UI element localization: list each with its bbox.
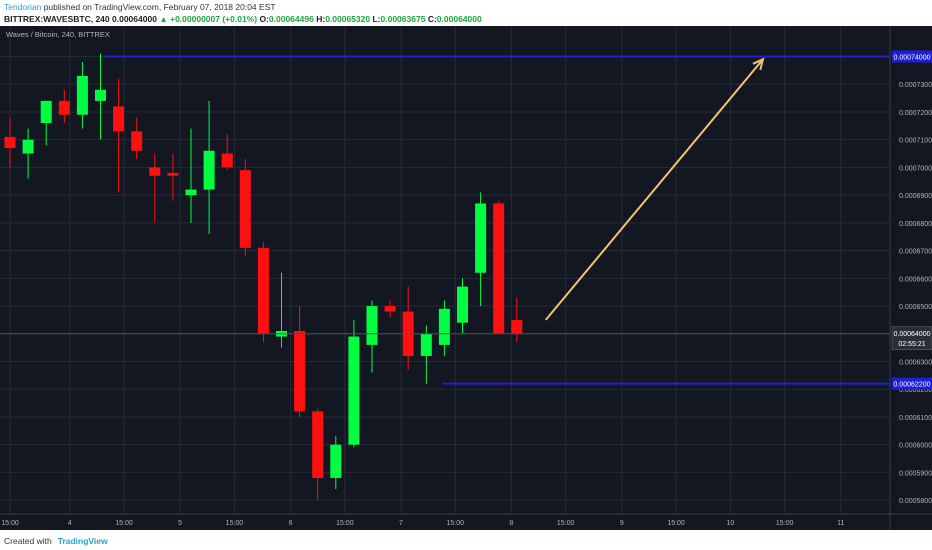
high-value: 0.00065320 [325,14,371,24]
y-tick-label: 0.00073000 [899,82,932,89]
x-tick-label: 11 [837,520,844,527]
candle-body[interactable] [95,89,106,101]
candle-body[interactable] [457,286,468,323]
bar-countdown: 02:55:21 [898,341,925,348]
change-up-icon: ▲ [159,14,168,24]
x-tick-label: 15:00 [557,520,575,527]
candle-body[interactable] [348,336,360,445]
x-tick-label: 10 [726,520,734,527]
candle-body[interactable] [131,131,143,151]
high-label: H: [316,14,326,24]
symbol-info: BITTREX:WAVESBTC, 240 0.00064000 ▲ +0.00… [4,14,482,24]
level-price-tag [892,50,932,63]
footer: Created with TradingView [0,530,932,550]
candle-body[interactable] [493,203,505,334]
level-price-label: 0.00074000 [894,55,931,62]
forecast-arrow[interactable] [544,58,764,321]
candle-body[interactable] [76,75,88,115]
author-link[interactable]: Tendorian [4,2,42,12]
low-label: L: [372,14,381,24]
candle-body[interactable] [294,331,306,412]
candle-body[interactable] [4,136,16,148]
x-tick-label: 4 [68,520,72,527]
published-text: published on TradingView.com, February 0… [41,2,276,12]
x-tick-label: 8 [509,520,513,527]
level-price-tag [892,377,932,390]
candle-body[interactable] [384,306,396,312]
chart-title: Waves / Bitcoin, 240, BITTREX [6,30,110,39]
x-tick-label: 5 [178,520,182,527]
candle-body[interactable] [58,100,70,115]
candle-body[interactable] [366,306,378,345]
candle-body[interactable] [40,100,52,124]
candle-body[interactable] [167,172,179,176]
x-tick-label: 15:00 [226,520,244,527]
x-tick-label: 7 [399,520,403,527]
forecast-arrowhead-icon [752,57,765,71]
candle-body[interactable] [113,106,125,132]
candle-body[interactable] [312,411,324,478]
publish-info: Tendorian published on TradingView.com, … [4,2,276,12]
last-price: 0.00064000 [112,14,157,24]
created-with-text: Created with [4,536,52,546]
close-value: 0.00064000 [436,14,482,24]
candle-body[interactable] [257,247,269,334]
x-tick-label: 9 [620,520,624,527]
last-price-label: 0.00064000 [894,331,931,338]
candle-body[interactable] [475,203,487,273]
last-price-tag [891,326,932,351]
x-tick-label: 15:00 [1,520,19,527]
candle-body[interactable] [203,150,215,190]
candle-body[interactable] [330,444,342,478]
open-value: 0.00064496 [268,14,314,24]
x-tick-label: 6 [289,520,293,527]
candle-body[interactable] [149,167,161,176]
price-change: +0.00000007 (+0.01%) [170,14,258,24]
level-price-label: 0.00062200 [894,382,931,389]
candle-body[interactable] [420,333,432,356]
candle-body[interactable] [185,189,197,196]
candle-body[interactable] [239,170,251,248]
close-label: C: [427,14,437,24]
x-tick-label: 15:00 [336,520,354,527]
x-tick-label: 15:00 [667,520,685,527]
open-label: O: [259,14,269,24]
publish-header: Tendorian published on TradingView.com, … [0,0,932,26]
candle-body[interactable] [221,153,233,168]
symbol-name: BITTREX:WAVESBTC, 240 [4,14,110,24]
low-value: 0.00063675 [380,14,426,24]
candle-body[interactable] [438,308,450,345]
candle-body[interactable] [22,139,34,154]
x-tick-label: 15:00 [776,520,794,527]
candle-body[interactable] [511,319,523,334]
tradingview-logo-icon[interactable]: TradingView [57,536,108,546]
x-tick-label: 15:00 [115,520,133,527]
x-tick-label: 15:00 [446,520,464,527]
